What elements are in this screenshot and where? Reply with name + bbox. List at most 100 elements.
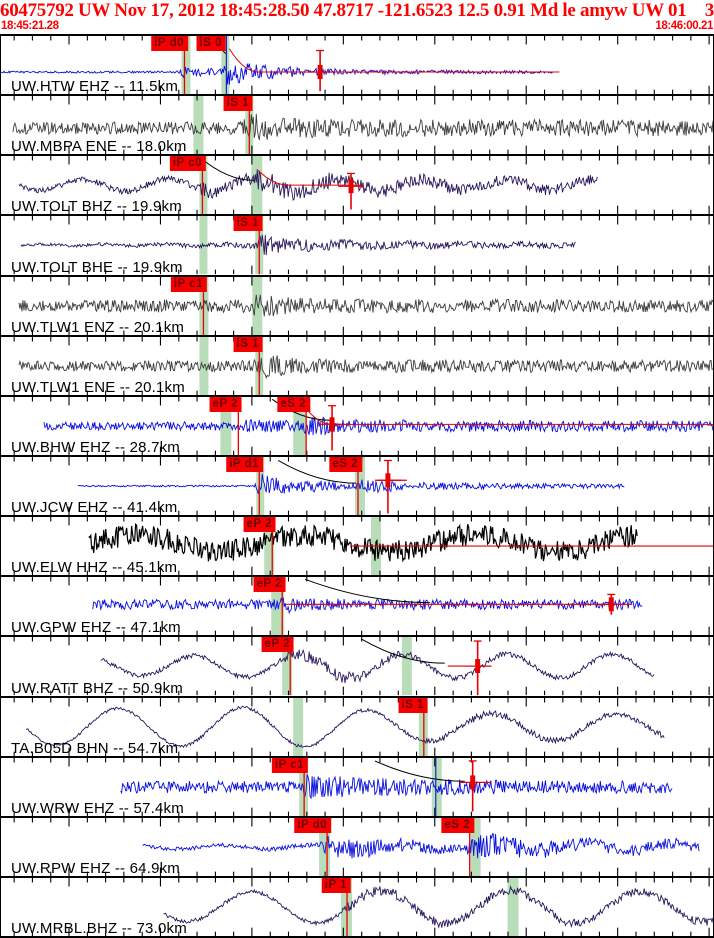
amplitude-marker[interactable] [319,404,346,451]
coda-decay-curve [200,157,255,182]
waveform-trace [142,832,700,859]
seismogram-row[interactable]: iS 1 UW.TOLT BHE -- 19.9km [1,216,713,277]
window-end-time: 18:46:00.21 [655,20,713,32]
amplitude-marker[interactable] [464,640,491,696]
tick-marks [13,697,710,756]
seismogram-row[interactable]: iP c1 UW.TLW1 ENZ -- 20.1km [1,276,713,337]
pick-highlight-band [431,757,442,816]
tick-marks [13,336,710,395]
seismogram-row[interactable]: iP 1 UW.MRBL.BHZ -- 73.0km [1,877,713,938]
pick-highlight-band [401,637,412,696]
pick-label[interactable]: iS 1 [233,216,263,232]
pick-highlight-band [251,156,263,215]
amplitude-marker[interactable] [338,173,364,210]
tick-marks [13,577,710,636]
pick-highlight-band [220,396,232,455]
waveform-trace [92,597,643,615]
waveform-trace [163,884,713,929]
coda-decay-curve [277,460,357,484]
waveform-trace [12,113,713,141]
pick-label[interactable]: iP c1 [271,757,308,773]
amplitude-marker[interactable] [307,49,334,92]
amplitude-marker[interactable] [459,759,486,812]
coda-measure-line [257,170,362,186]
coda-measure-line [228,48,560,73]
pick-label[interactable]: iS 1 [233,336,263,352]
waveform-trace [1,63,553,85]
waveform-trace [18,169,598,202]
seismogram-row[interactable]: iS 1 UW.MBPA ENE -- 18.0km [1,96,713,157]
waveform-trace [18,294,713,316]
waveform-trace [88,523,638,563]
seismogram-row[interactable]: iP d0 iS 0 UW.HTW EHZ -- 11.5km [1,36,713,97]
seismogram-row[interactable]: eP 2 UW.ELW HHZ -- 45.1km [1,517,713,578]
event-summary-title: 60475792 UW Nov 17, 2012 18:45:28.50 47.… [0,0,687,21]
pick-label[interactable]: eP 2 [261,637,294,653]
pick-highlight-band [470,817,481,876]
seismogram-row[interactable]: eP 2 UW.GPW EHZ -- 47.1km [1,577,713,638]
tick-marks [13,156,710,215]
pick-label[interactable]: iS 0 [196,36,226,51]
pick-label[interactable]: eP 2 [209,396,242,412]
pick-highlight-band [181,36,191,95]
waveform-trace [18,355,713,379]
waveform-trace [25,705,665,748]
pick-label[interactable]: eS 2 [277,396,310,412]
tick-marks [13,276,710,335]
pick-highlight-band [319,817,331,876]
pick-label[interactable]: iP 1 [321,877,351,893]
pick-highlight-band [293,697,304,756]
coda-decay-curve [374,760,465,782]
pick-label[interactable]: eS 2 [441,817,474,833]
tick-marks [13,96,710,155]
pick-highlight-band [264,517,275,576]
pick-highlight-band [355,456,365,516]
seismogram-row[interactable]: iS 1 TA.B05D BHN -- 54.7km [1,697,713,758]
pick-label[interactable]: eS 2 [329,456,362,472]
seismogram-row[interactable]: iP d0 eS 2 UW.RPW EHZ -- 64.9km [1,817,713,878]
pick-highlight-band [221,36,230,95]
pick-label[interactable]: iP d1 [226,456,263,472]
seismogram-row[interactable]: iS 1 UW.TLW1 ENE -- 20.1km [1,336,713,397]
seismogram-row[interactable]: eP 2 eS 2 UW.BHW EHZ -- 28.7km [1,396,713,457]
title-row: 60475792 UW Nov 17, 2012 18:45:28.50 47.… [0,0,714,21]
waveform-trace [43,416,713,436]
tick-marks [13,517,710,576]
pick-label[interactable]: iP d0 [294,817,331,833]
pick-label[interactable]: iP d0 [151,36,188,51]
amplitude-marker[interactable] [598,594,625,616]
pick-label[interactable]: iP c0 [169,156,206,172]
tick-marks [13,637,710,696]
pick-label[interactable]: iS 1 [223,96,253,112]
tick-marks [13,757,710,816]
pick-label[interactable]: eP 2 [243,517,276,533]
tick-marks [13,877,710,937]
coda-decay-curve [304,579,430,604]
coda-decay-curve [271,398,331,421]
seismogram-row[interactable]: eP 2 UW.RATT BHZ -- 50.9km [1,637,713,698]
pick-label[interactable]: iS 1 [398,697,428,713]
pick-highlight-band [507,877,519,937]
waveform-trace [120,773,673,800]
event-flag-count: 3 [704,0,714,21]
waveform-trace [77,473,625,494]
pick-highlight-band [252,276,263,335]
seismogram-row[interactable]: iP d1 eS 2 UW.JCW EHZ -- 41.4km [1,456,713,518]
coda-decay-curve [361,639,445,665]
seismogram-row[interactable]: iP c0 UW.TOLT BHZ -- 19.9km [1,156,713,217]
tick-marks [13,456,710,516]
waveform-trace [100,649,655,684]
pick-highlight-band [282,637,293,696]
tick-marks [13,36,710,95]
seismogram-panel-container: iP d0 iS 0 UW.HTW EHZ -- 11.5km iS 1 UW.MBPA… [0,34,714,938]
window-start-time: 18:45:21.28 [1,20,59,32]
pick-label[interactable]: iP c1 [170,276,207,292]
coda-measure-line [308,411,713,425]
seismogram-row[interactable]: iP c1 UW.WRW EHZ -- 57.4km [1,757,713,818]
time-axis-labels: 18:45:21.28 18:46:00.21 [0,20,714,33]
header: 60475792 UW Nov 17, 2012 18:45:28.50 47.… [0,0,714,34]
pick-label[interactable]: eP 2 [253,577,286,593]
pick-highlight-band [256,456,265,516]
amplitude-marker[interactable] [374,459,401,514]
